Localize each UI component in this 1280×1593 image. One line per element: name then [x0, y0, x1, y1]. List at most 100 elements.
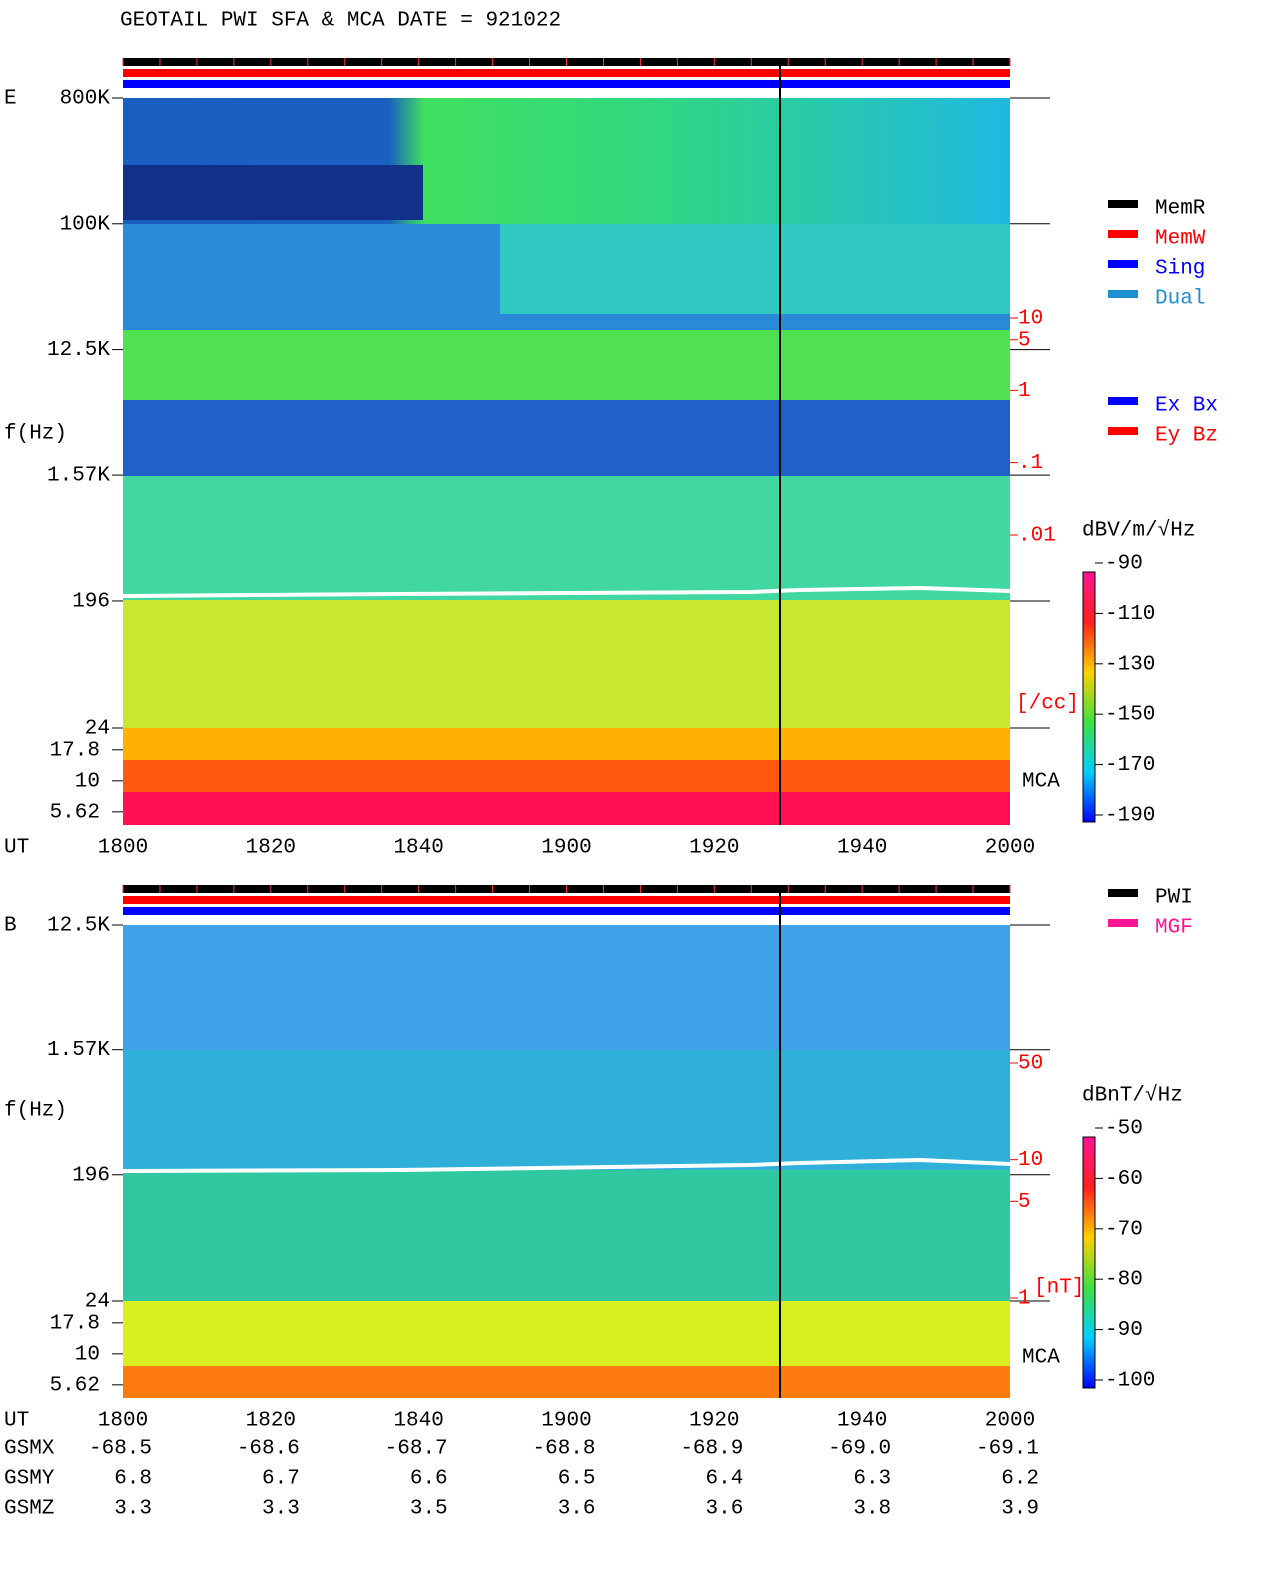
y-axis-label: f(Hz): [4, 1100, 67, 1123]
y-tick-label: 12.5K: [47, 339, 110, 362]
colorbar-tick-label: -90: [1105, 1319, 1143, 1342]
y-tick-label: 1.57K: [47, 1039, 110, 1062]
orbit-value: 3.6: [558, 1498, 596, 1521]
spectrogram-b: [122, 925, 1011, 1398]
y-tick-label: 196: [72, 1164, 110, 1187]
x-axis-label: UT: [4, 1410, 29, 1433]
orbit-value: -69.1: [976, 1438, 1039, 1461]
orbit-value: -68.5: [89, 1438, 152, 1461]
y-tick-label: 196: [72, 591, 110, 614]
x-tick-label: 1840: [393, 1410, 443, 1433]
colorbar-tick-label: -90: [1105, 553, 1143, 576]
x-tick-label: 1900: [541, 1410, 591, 1433]
colorbar: [1082, 571, 1096, 823]
mca-tick-label: 5.62: [50, 801, 100, 824]
orbit-value: -68.6: [237, 1438, 300, 1461]
mca-label: MCA: [1022, 771, 1060, 794]
y-tick-label: 1.57K: [47, 465, 110, 488]
colorbar-tick-label: -100: [1105, 1370, 1155, 1393]
y-tick-label: 24: [85, 718, 110, 741]
orbit-value: 6.7: [262, 1468, 300, 1491]
y-tick-label: 800K: [60, 88, 111, 111]
x-axis-label: UT: [4, 837, 29, 860]
side-tick-label: 5: [1018, 329, 1031, 352]
side-tick-label: 5: [1018, 1191, 1031, 1214]
x-tick-label: 1920: [689, 837, 739, 860]
orbit-value: 3.3: [114, 1498, 152, 1521]
side-unit: [/cc]: [1016, 693, 1079, 716]
legend-swatch: [1108, 889, 1138, 897]
panel-label: B: [4, 915, 17, 938]
legend-label: Dual: [1155, 288, 1205, 311]
side-tick-label: .01: [1018, 525, 1056, 548]
side-tick-label: 10: [1018, 1149, 1043, 1172]
mca-label: MCA: [1022, 1347, 1060, 1370]
mca-tick-label: 17.8: [50, 739, 100, 762]
mode-bar: [123, 69, 1010, 77]
mca-tick-label: 10: [75, 770, 100, 793]
mode-bar: [123, 896, 1010, 904]
legend-swatch: [1108, 260, 1138, 268]
legend-label: Ex Bx: [1155, 395, 1218, 418]
orbit-value: -68.8: [532, 1438, 595, 1461]
legend-swatch: [1108, 290, 1138, 298]
colorbar-label: dBnT/√Hz: [1082, 1084, 1183, 1108]
panel-label: E: [4, 88, 17, 111]
colorbar-tick-label: -110: [1105, 603, 1155, 626]
y-tick-label: 24: [85, 1291, 110, 1314]
legend-label: MGF: [1155, 917, 1193, 940]
orbit-name: GSMX: [4, 1438, 55, 1461]
legend-label: MemR: [1155, 198, 1206, 221]
orbit-value: 6.2: [1001, 1468, 1039, 1491]
orbit-value: -69.0: [828, 1438, 891, 1461]
x-tick-label: 2000: [985, 837, 1035, 860]
mca-tick-label: 5.62: [50, 1374, 100, 1397]
x-tick-label: 1840: [393, 837, 443, 860]
side-unit: [nT]: [1034, 1277, 1084, 1300]
orbit-value: 6.5: [558, 1468, 596, 1491]
orbit-value: 6.6: [410, 1468, 448, 1491]
x-tick-label: 1940: [837, 1410, 887, 1433]
colorbar-tick-label: -190: [1105, 805, 1155, 828]
orbit-value: 6.8: [114, 1468, 152, 1491]
x-tick-label: 1800: [98, 837, 148, 860]
legend-swatch: [1108, 919, 1138, 927]
y-tick-label: 100K: [60, 213, 111, 236]
orbit-value: -68.9: [680, 1438, 743, 1461]
colorbar-tick-label: -70: [1105, 1218, 1143, 1241]
colorbar: [1082, 1136, 1096, 1389]
orbit-value: -68.7: [385, 1438, 448, 1461]
orbit-value: 3.6: [706, 1498, 744, 1521]
colorbar-tick-label: -50: [1105, 1118, 1143, 1141]
colorbar-tick-label: -150: [1105, 704, 1155, 727]
mode-bar: [123, 80, 1010, 88]
orbit-value: 3.8: [853, 1498, 891, 1521]
orbit-name: GSMY: [4, 1468, 55, 1491]
legend-swatch: [1108, 397, 1138, 405]
x-tick-label: 2000: [985, 1410, 1035, 1433]
orbit-value: 3.5: [410, 1498, 448, 1521]
colorbar-tick-label: -80: [1105, 1269, 1143, 1292]
orbit-value: 6.4: [706, 1468, 744, 1491]
mca-tick-label: 17.8: [50, 1312, 100, 1335]
legend-label: PWI: [1155, 887, 1193, 910]
colorbar-tick-label: -170: [1105, 754, 1155, 777]
y-tick-label: 12.5K: [47, 915, 110, 938]
orbit-name: GSMZ: [4, 1498, 54, 1521]
legend-label: Sing: [1155, 258, 1205, 281]
orbit-value: 3.9: [1001, 1498, 1039, 1521]
mca-tick-label: 10: [75, 1343, 100, 1366]
x-tick-label: 1940: [837, 837, 887, 860]
y-axis-label: f(Hz): [4, 423, 67, 446]
x-tick-label: 1820: [246, 1410, 296, 1433]
x-tick-label: 1800: [98, 1410, 148, 1433]
side-tick-label: 50: [1018, 1053, 1043, 1076]
side-tick-label: 1: [1018, 380, 1031, 403]
colorbar-label: dBV/m/√Hz: [1082, 519, 1195, 543]
legend-label: Ey Bz: [1155, 425, 1218, 448]
mode-bar: [123, 907, 1010, 915]
colorbar-tick-label: -130: [1105, 653, 1155, 676]
side-tick-label: 1: [1018, 1288, 1031, 1311]
colorbar-tick-label: -60: [1105, 1168, 1143, 1191]
